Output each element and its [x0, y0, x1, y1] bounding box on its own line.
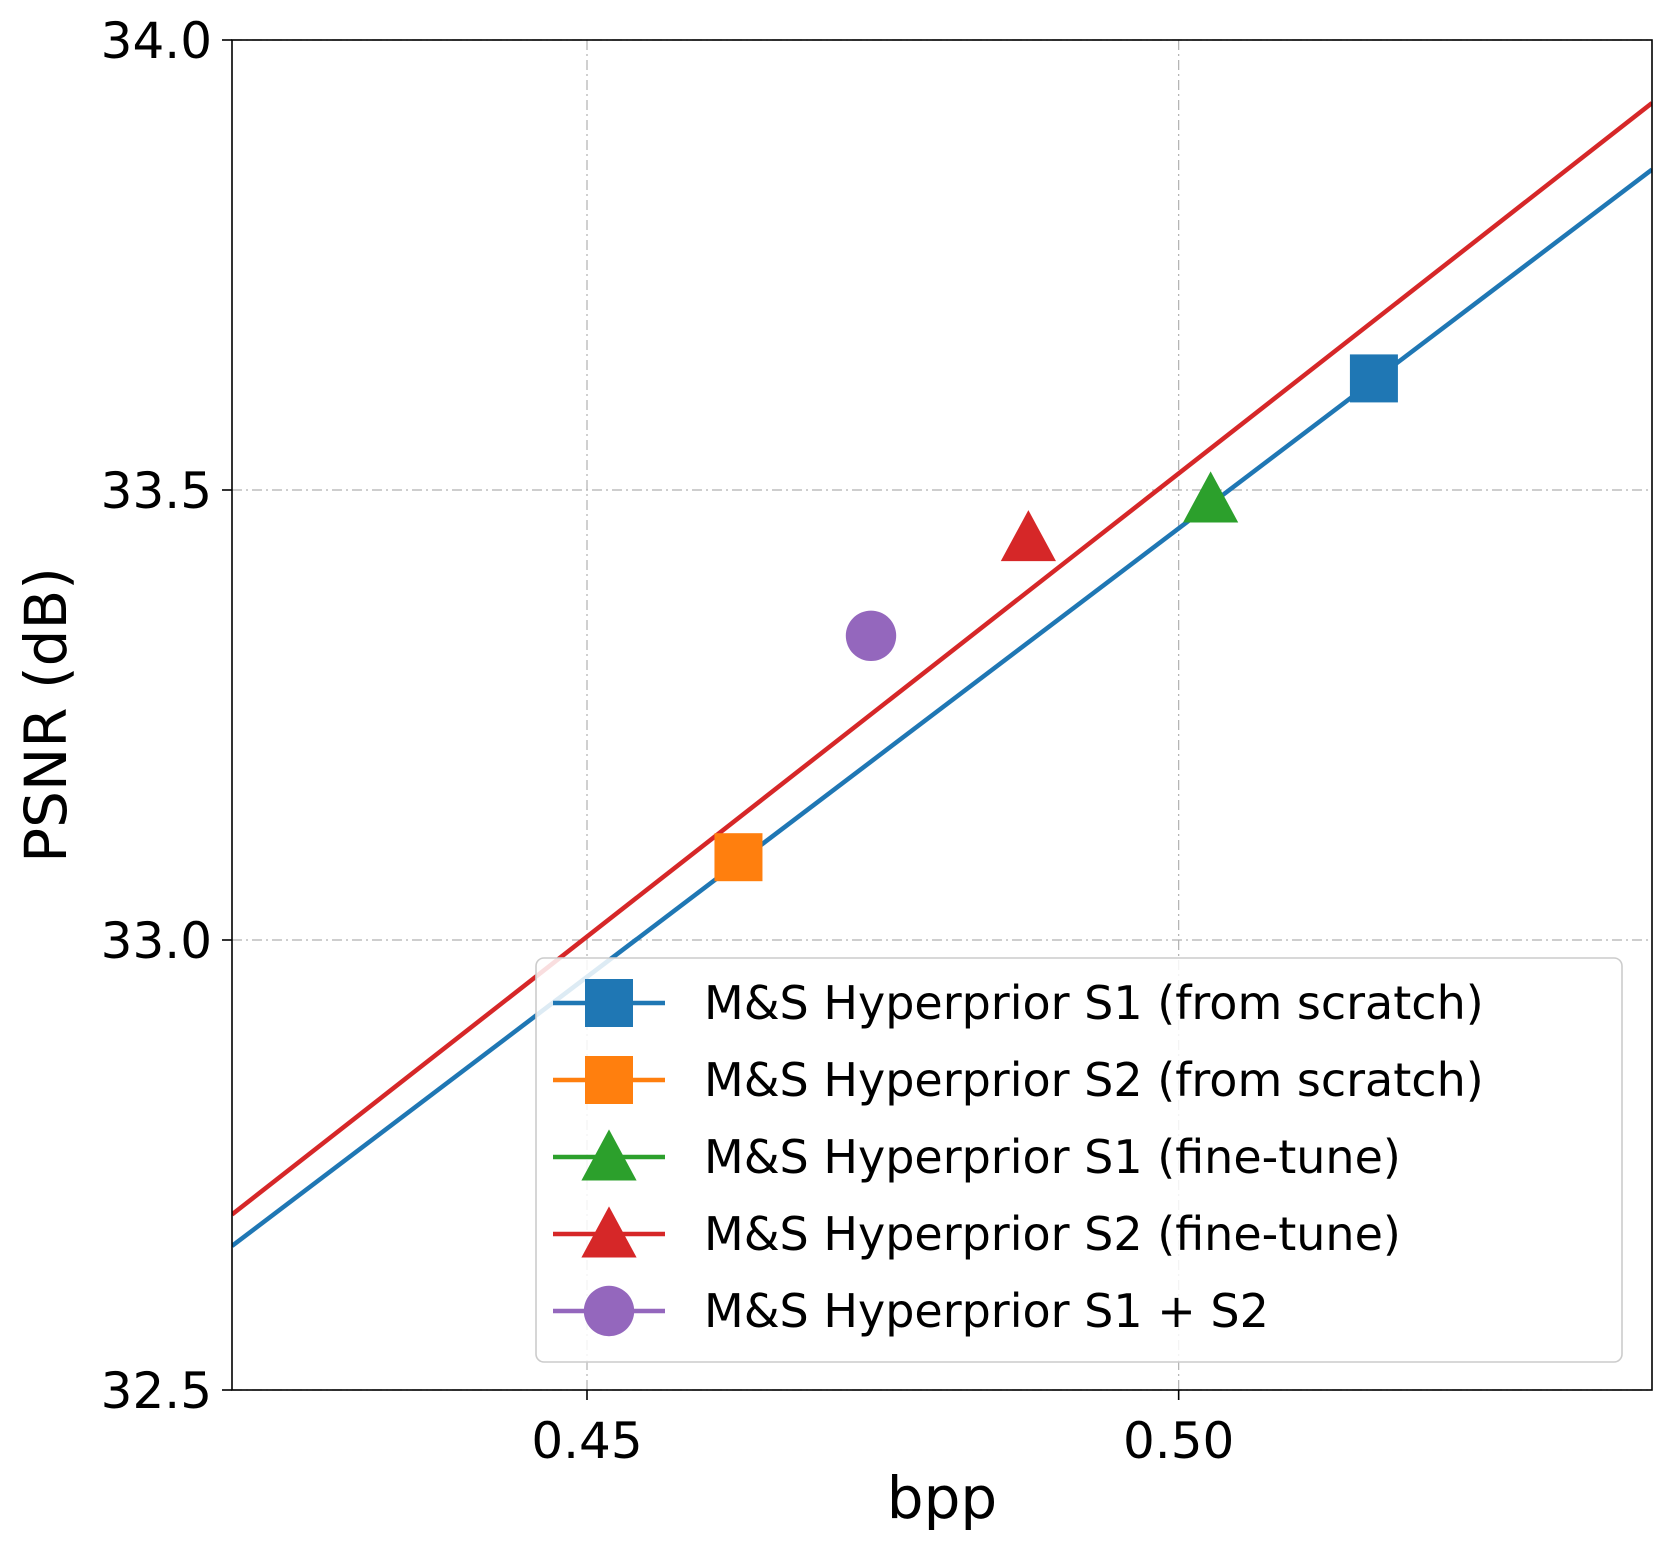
data-point-square — [1349, 354, 1398, 403]
data-point-triangle — [1183, 471, 1239, 523]
curve-line — [232, 101, 1652, 1217]
legend-entry: M&S Hyperprior S2 (from scratch) — [553, 1053, 1484, 1107]
legend-marker-triangle — [581, 1206, 637, 1258]
data-point-circle — [845, 610, 897, 661]
data-point-square — [714, 833, 763, 882]
curve-line — [232, 167, 1652, 1248]
legend-label: M&S Hyperprior S2 (from scratch) — [704, 1053, 1484, 1107]
legend-label: M&S Hyperprior S1 (from scratch) — [704, 976, 1484, 1030]
legend-marker-square — [585, 1056, 633, 1104]
data-point-triangle — [1000, 510, 1056, 562]
y-tick-label: 32.5 — [101, 1362, 212, 1420]
legend-marker-triangle — [581, 1129, 637, 1181]
legend-label: M&S Hyperprior S2 (fine-tune) — [704, 1207, 1401, 1261]
curve-lines — [232, 101, 1652, 1248]
legend-marker-square — [585, 979, 633, 1027]
x-axis-label: bpp — [887, 1464, 997, 1532]
axis-ticks: 0.45 0.50 32.5 33.0 33.5 34.0 — [101, 12, 1235, 1470]
y-tick-label: 34.0 — [101, 12, 212, 70]
data-markers — [714, 354, 1398, 882]
legend-entry: M&S Hyperprior S2 (fine-tune) — [553, 1206, 1401, 1261]
legend-label: M&S Hyperprior S1 (fine-tune) — [704, 1130, 1401, 1184]
legend-entry: M&S Hyperprior S1 (from scratch) — [553, 976, 1484, 1030]
legend-entry: M&S Hyperprior S1 + S2 — [553, 1284, 1269, 1338]
legend-entry: M&S Hyperprior S1 (fine-tune) — [553, 1129, 1401, 1184]
legend-box — [535, 957, 1623, 1363]
legend-marker-circle — [583, 1285, 635, 1337]
x-tick-label: 0.45 — [531, 1412, 642, 1470]
y-tick-label: 33.0 — [101, 912, 212, 970]
x-tick-label: 0.50 — [1123, 1412, 1234, 1470]
legend-label: M&S Hyperprior S1 + S2 — [704, 1284, 1269, 1338]
legend: M&S Hyperprior S1 (from scratch) M&S Hype… — [535, 957, 1623, 1363]
plot-frame — [231, 39, 1653, 1391]
y-tick-label: 33.5 — [101, 462, 212, 520]
y-axis-label: PSNR (dB) — [12, 567, 80, 863]
